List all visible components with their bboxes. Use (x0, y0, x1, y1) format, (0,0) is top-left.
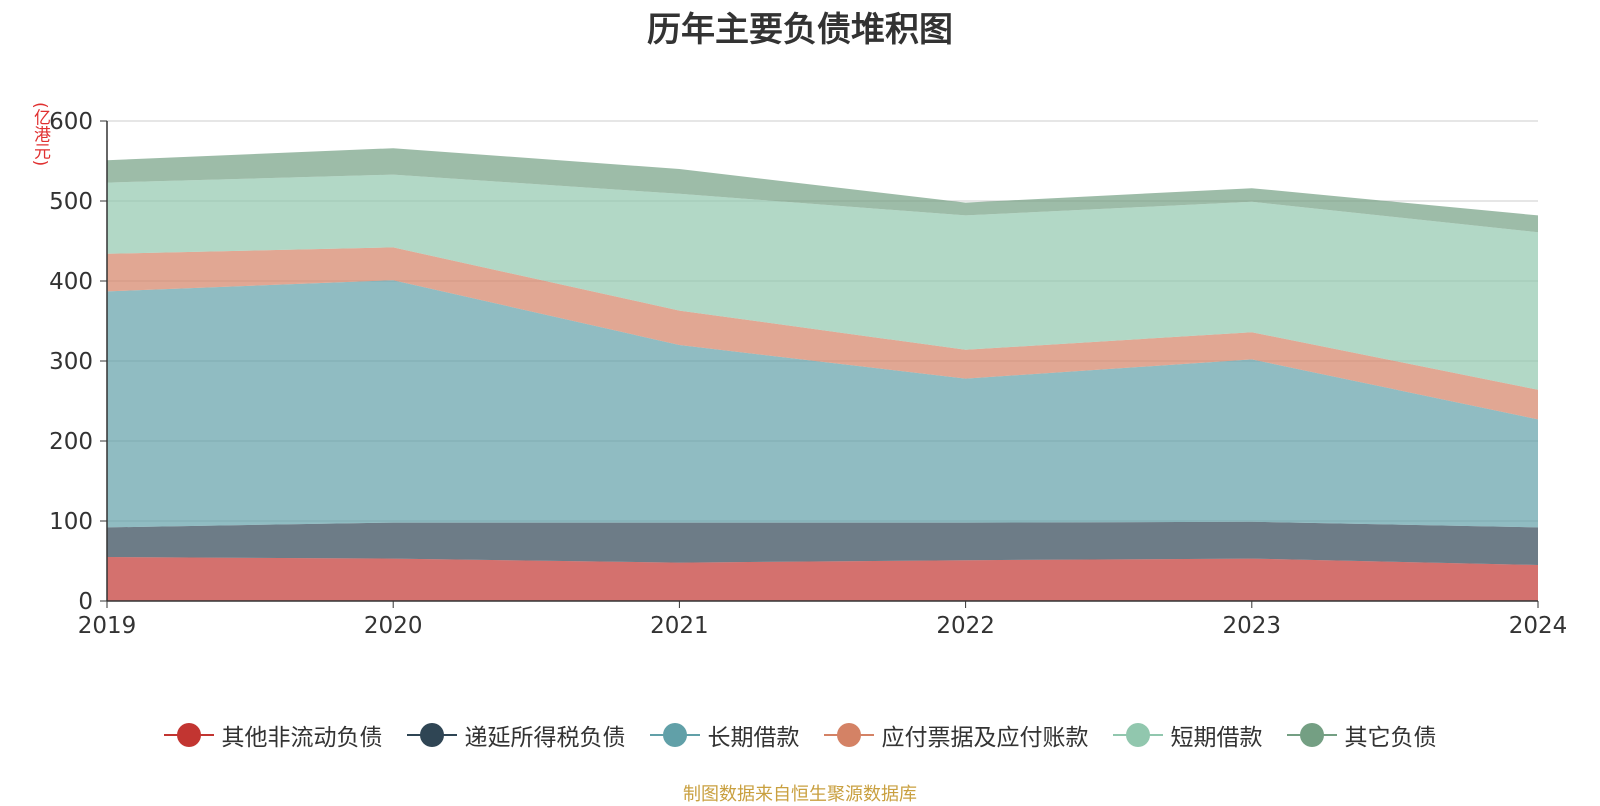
area-series-2 (107, 280, 1538, 528)
y-axis-unit-label: (亿港元) (30, 102, 50, 167)
area-series-1 (107, 521, 1538, 565)
y-tick-label-600: 600 (49, 109, 93, 135)
legend-label: 长期借款 (707, 725, 800, 751)
legend-item-4[interactable]: 短期借款 (1112, 718, 1263, 752)
legend-item-1[interactable]: 递延所得税负债 (406, 718, 626, 752)
y-tick-label-300: 300 (49, 349, 93, 375)
x-tick-label-2023: 2023 (1223, 613, 1282, 639)
y-tick-label-100: 100 (49, 509, 93, 535)
x-tick-label-2022: 2022 (936, 613, 995, 639)
legend-marker-icon (406, 723, 457, 747)
legend-label: 其他非流动负债 (221, 725, 383, 751)
area-series-5 (107, 148, 1538, 233)
legend-item-0[interactable]: 其他非流动负债 (163, 718, 383, 752)
area-series-3 (107, 247, 1538, 420)
legend-label: 递延所得税负债 (464, 725, 626, 751)
x-tick-label-2024: 2024 (1509, 613, 1568, 639)
legend-label: 其它负债 (1344, 725, 1437, 751)
legend-marker-icon (163, 723, 214, 747)
legend-label: 短期借款 (1170, 725, 1263, 751)
chart-title: 历年主要负债堆积图 (647, 10, 953, 50)
axis-layer: 0 100 200 300 400 500 600 2019 2020 2021 2022 2023 2… (49, 109, 1567, 639)
y-tick-label-500: 500 (49, 189, 93, 215)
y-tick-label-0: 0 (78, 589, 93, 615)
area-layer (107, 148, 1538, 601)
x-tick-label-2019: 2019 (78, 613, 137, 639)
y-tick-label-400: 400 (49, 269, 93, 295)
legend-item-3[interactable]: 应付票据及应付账款 (823, 718, 1089, 752)
legend: 其他非流动负债 递延所得税负债 长期借款 应付票据及应付账款 短期借款 其它负债 (0, 718, 1600, 752)
area-series-4 (107, 174, 1538, 390)
area-series-0 (107, 557, 1538, 601)
legend-marker-icon (649, 723, 700, 747)
x-tick-label-2020: 2020 (364, 613, 423, 639)
x-tick-label-2021: 2021 (650, 613, 709, 639)
legend-marker-icon (1112, 723, 1163, 747)
source-note: 制图数据来自恒生聚源数据库 (683, 784, 917, 805)
legend-label: 应付票据及应付账款 (881, 725, 1089, 751)
legend-marker-icon (823, 723, 874, 747)
legend-marker-icon (1286, 723, 1337, 747)
legend-item-5[interactable]: 其它负债 (1286, 718, 1437, 752)
legend-item-2[interactable]: 长期借款 (649, 718, 800, 752)
y-tick-label-200: 200 (49, 429, 93, 455)
